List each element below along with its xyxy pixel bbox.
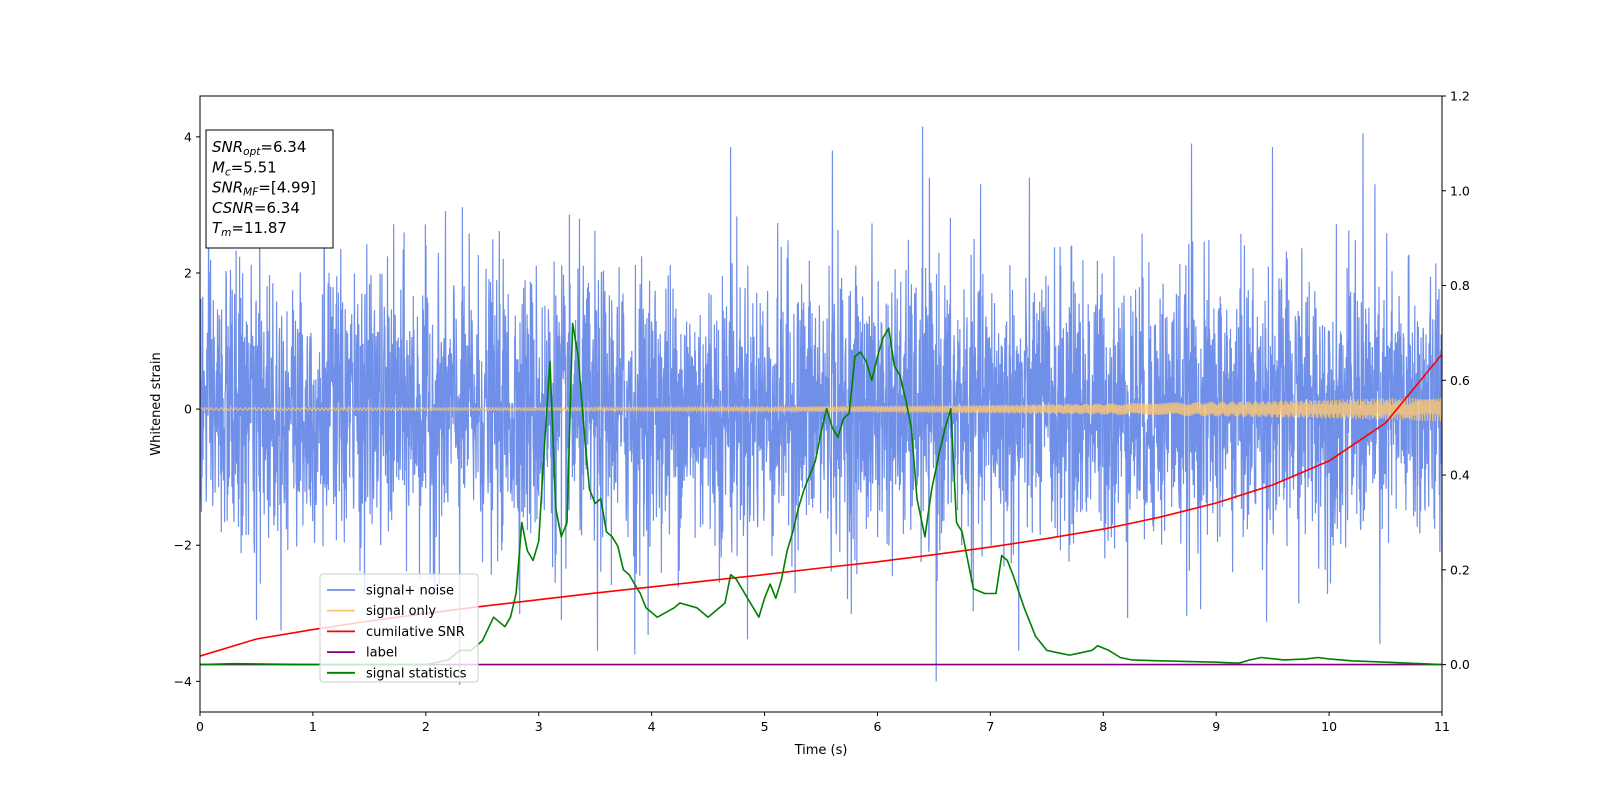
info-line: SNRMF=[4.99] xyxy=(212,179,316,199)
x-tick-label: 3 xyxy=(535,719,543,734)
info-line: CSNR=6.34 xyxy=(212,199,300,217)
x-tick-label: 1 xyxy=(309,719,317,734)
info-line: Tm=11.87 xyxy=(212,219,287,239)
right-y-tick-label: 0.4 xyxy=(1450,468,1470,483)
y-tick-label: 4 xyxy=(184,129,192,144)
x-tick-label: 6 xyxy=(873,719,881,734)
info-line: Mc=5.51 xyxy=(212,158,277,178)
right-y-tick-label: 1.2 xyxy=(1450,89,1470,104)
series-signal-only xyxy=(200,397,1442,422)
y-tick-label: −4 xyxy=(174,674,192,689)
x-tick-label: 5 xyxy=(761,719,769,734)
x-tick-label: 2 xyxy=(422,719,430,734)
right-y-tick-label: 0.8 xyxy=(1450,278,1470,293)
x-tick-label: 7 xyxy=(986,719,994,734)
x-tick-label: 8 xyxy=(1099,719,1107,734)
right-y-tick-label: 0.0 xyxy=(1450,657,1470,672)
x-tick-label: 0 xyxy=(196,719,204,734)
right-y-tick-label: 0.2 xyxy=(1450,562,1470,577)
x-tick-label: 10 xyxy=(1321,719,1337,734)
x-tick-label: 9 xyxy=(1212,719,1220,734)
x-tick-label: 11 xyxy=(1434,719,1450,734)
y-tick-label: 2 xyxy=(184,265,192,280)
y-axis: 4 2 0 −2 −4 xyxy=(174,129,200,689)
legend-label: signal only xyxy=(366,604,436,619)
y-tick-label: 0 xyxy=(184,402,192,417)
legend-label: signal statistics xyxy=(366,666,467,681)
series-signal-statistics xyxy=(200,322,1442,666)
x-tick-label: 4 xyxy=(648,719,656,734)
y-tick-label: −2 xyxy=(174,538,192,553)
axes-frame xyxy=(199,95,1443,713)
info-line: SNRopt=6.34 xyxy=(212,138,306,158)
legend-label: signal+ noise xyxy=(366,584,454,599)
y-axis-title: Whitened strain xyxy=(149,352,164,455)
right-y-tick-label: 1.0 xyxy=(1450,183,1470,198)
x-axis: 0 1 2 3 4 5 6 7 8 9 10 11 xyxy=(196,712,1450,734)
legend-label: cumilative SNR xyxy=(366,625,465,640)
legend: signal+ noise signal only cumilative SNR la… xyxy=(319,573,479,683)
legend-label: label xyxy=(366,646,397,661)
right-y-axis: 0.0 0.2 0.4 0.6 0.8 1.0 1.2 xyxy=(1442,89,1470,672)
right-y-tick-label: 0.6 xyxy=(1450,373,1470,388)
x-axis-title: Time (s) xyxy=(794,743,848,758)
